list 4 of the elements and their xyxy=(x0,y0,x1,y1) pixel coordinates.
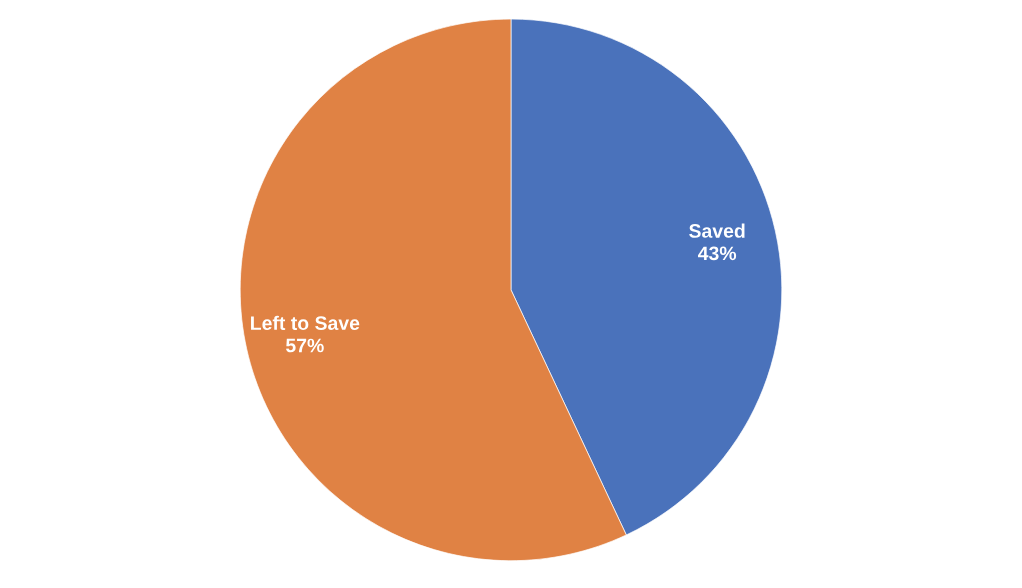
slice-label: Saved xyxy=(689,223,745,238)
data-label: 43% xyxy=(698,246,737,261)
data-label: 57% xyxy=(285,338,324,353)
slice-label: Left to Save xyxy=(251,315,360,331)
